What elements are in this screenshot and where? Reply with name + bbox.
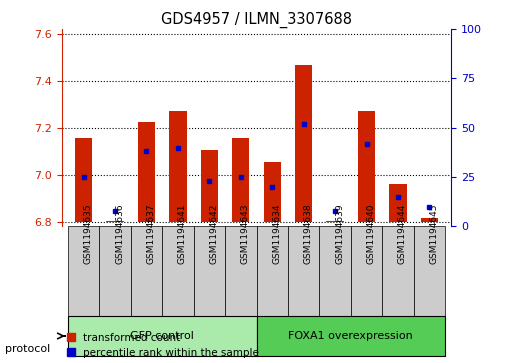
Bar (421, 218, 438, 222)
Bar (413, 227, 445, 316)
Title: GDS4957 / ILMN_3307688: GDS4957 / ILMN_3307688 (161, 12, 352, 28)
Bar (193, 227, 225, 316)
Bar (358, 111, 375, 222)
Bar (138, 122, 155, 222)
Text: GSM1194645: GSM1194645 (429, 203, 439, 264)
Bar (382, 227, 413, 316)
Bar (100, 227, 131, 316)
Text: GSM1194641: GSM1194641 (178, 203, 187, 264)
Legend: transformed count, percentile rank within the sample: transformed count, percentile rank withi… (67, 333, 259, 358)
Bar (162, 227, 193, 316)
Bar (320, 227, 351, 316)
Bar (295, 65, 312, 222)
Bar (326, 221, 344, 222)
Text: GSM1194634: GSM1194634 (272, 203, 281, 264)
Text: protocol: protocol (5, 344, 50, 354)
Bar (68, 227, 100, 316)
Text: GSM1194637: GSM1194637 (146, 203, 155, 264)
Bar (106, 221, 124, 222)
Bar (68, 316, 256, 356)
Bar (75, 138, 92, 222)
Bar (389, 184, 407, 222)
Text: GSM1194643: GSM1194643 (241, 203, 250, 264)
Text: GSM1194640: GSM1194640 (367, 203, 376, 264)
Bar (288, 227, 320, 316)
Bar (351, 227, 382, 316)
Bar (232, 138, 249, 222)
Text: GSM1194644: GSM1194644 (398, 204, 407, 264)
Text: FOXA1 overexpression: FOXA1 overexpression (288, 331, 413, 341)
Text: GSM1194636: GSM1194636 (115, 203, 124, 264)
Bar (256, 316, 445, 356)
Text: GSM1194639: GSM1194639 (335, 203, 344, 264)
Bar (256, 227, 288, 316)
Bar (169, 111, 187, 222)
Bar (225, 227, 256, 316)
Bar (201, 150, 218, 222)
Bar (131, 227, 162, 316)
Text: GSM1194642: GSM1194642 (209, 204, 219, 264)
Text: GSM1194635: GSM1194635 (84, 203, 92, 264)
Bar (264, 162, 281, 222)
Text: GFP control: GFP control (130, 331, 194, 341)
Text: GSM1194638: GSM1194638 (304, 203, 312, 264)
